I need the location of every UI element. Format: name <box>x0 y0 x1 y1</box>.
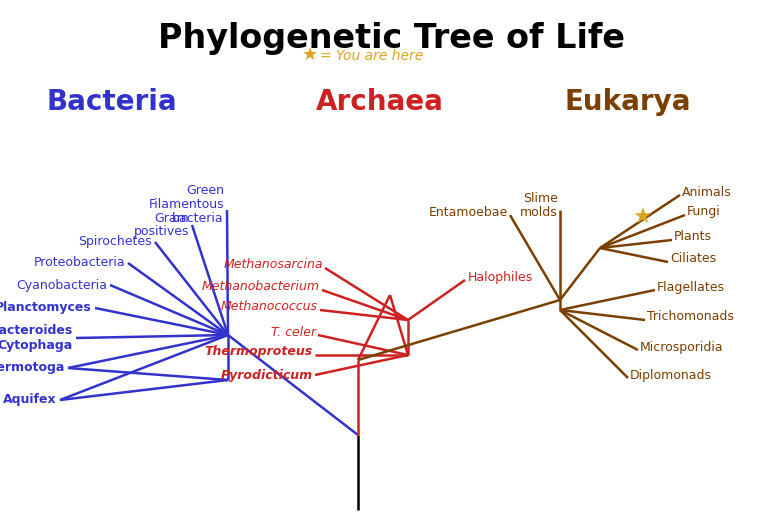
Text: Pyrodicticum: Pyrodicticum <box>221 369 313 382</box>
Text: Diplomonads: Diplomonads <box>630 369 712 382</box>
Text: ★: ★ <box>633 208 653 228</box>
Text: T. celer: T. celer <box>271 325 316 338</box>
Text: Archaea: Archaea <box>316 88 444 116</box>
Text: Bacteria: Bacteria <box>47 88 177 116</box>
Text: Methanobacterium: Methanobacterium <box>202 280 320 294</box>
Text: = You are here: = You are here <box>320 49 423 63</box>
Text: ★: ★ <box>302 46 318 64</box>
Text: Thermotoga: Thermotoga <box>0 362 65 374</box>
Text: Entamoebae: Entamoebae <box>429 205 508 219</box>
Text: Animals: Animals <box>682 185 731 199</box>
Text: Gram
positives: Gram positives <box>133 212 189 239</box>
Text: Aquifex: Aquifex <box>3 393 57 407</box>
Text: Methanosarcina: Methanosarcina <box>223 259 323 271</box>
Text: Planctomyces: Planctomyces <box>0 301 92 315</box>
Text: Proteobacteria: Proteobacteria <box>34 257 125 269</box>
Text: Flagellates: Flagellates <box>657 280 725 294</box>
Text: Methanococcus: Methanococcus <box>221 300 318 314</box>
Text: Ciliates: Ciliates <box>670 252 716 266</box>
Text: Plants: Plants <box>674 231 712 243</box>
Text: Phylogenetic Tree of Life: Phylogenetic Tree of Life <box>158 22 626 55</box>
Text: Halophiles: Halophiles <box>468 270 533 284</box>
Text: Microsporidia: Microsporidia <box>640 341 724 354</box>
Text: Cyanobacteria: Cyanobacteria <box>16 278 107 291</box>
Text: Spirochetes: Spirochetes <box>78 235 152 249</box>
Text: Thermoproteus: Thermoproteus <box>205 345 313 359</box>
Text: Eukarya: Eukarya <box>564 88 691 116</box>
Text: Fungi: Fungi <box>687 205 720 219</box>
Text: Bacteroides
Cytophaga: Bacteroides Cytophaga <box>0 325 73 352</box>
Text: Green
Filamentous
bacteria: Green Filamentous bacteria <box>148 184 224 225</box>
Text: Trichomonads: Trichomonads <box>647 310 734 324</box>
Text: Slime
molds: Slime molds <box>521 192 558 219</box>
